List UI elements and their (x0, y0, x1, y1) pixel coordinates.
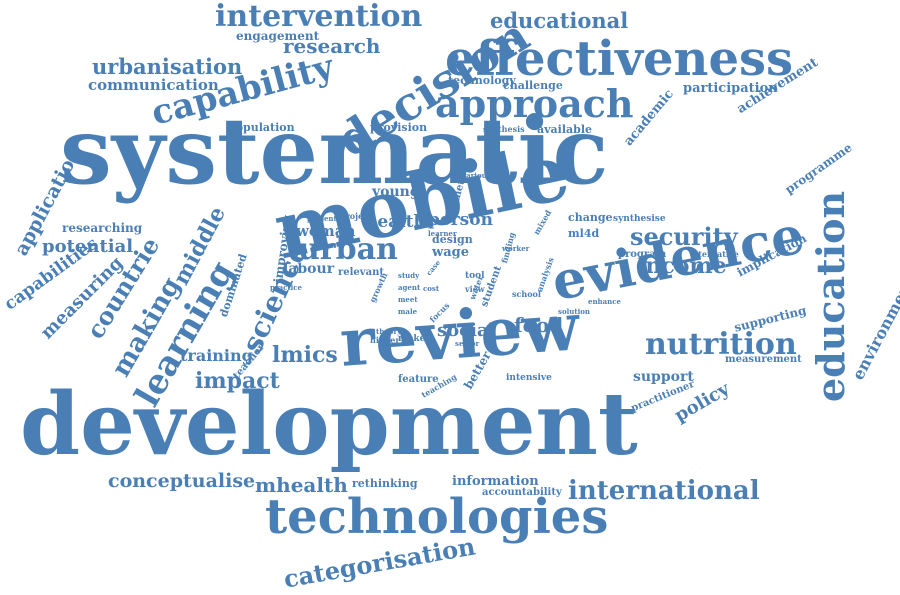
word-systematic: systematic (60, 97, 609, 205)
word-male: male (398, 307, 418, 316)
word-researching: researching (62, 221, 143, 235)
word-various: various (462, 171, 491, 180)
word-synthesis: synthesis (483, 124, 525, 134)
word-program: program (618, 249, 667, 260)
word-challenge: challenge (503, 79, 563, 92)
word-communication: communication (88, 76, 219, 94)
word-study: study (398, 271, 420, 280)
word-health: health (365, 212, 426, 232)
word-lmics: lmics (272, 342, 338, 368)
word-research: research (283, 34, 381, 58)
word-synthesise: synthesise (613, 214, 666, 224)
word-person: person (428, 210, 493, 230)
word-information: information (452, 474, 539, 489)
word-technologies: technologies (265, 489, 609, 545)
word-support: support (633, 369, 694, 385)
word-impact: impact (195, 368, 280, 394)
word-education: education (808, 190, 853, 402)
word-development: development (20, 374, 638, 475)
word-conceptualise: conceptualise (108, 470, 256, 492)
word-security: security (630, 222, 738, 251)
word-case: case (424, 258, 443, 278)
word-enhance: enhance (588, 297, 621, 306)
word-urbanisation: urbanisation (92, 54, 243, 79)
word-woman: woman (296, 222, 356, 240)
word-intervention: intervention (215, 0, 423, 34)
word-worker: worker (502, 244, 530, 253)
word-design: design (432, 233, 473, 246)
word-meet: meet (398, 295, 418, 304)
word-cost: cost (423, 284, 440, 293)
word-intensive: intensive (506, 373, 552, 383)
word-practice: practice (270, 283, 302, 292)
word-sector: sector (455, 339, 480, 348)
word-training: training (180, 346, 253, 365)
word-school: school (512, 289, 541, 299)
word-present: present (307, 214, 337, 223)
word-effectiveness: effectiveness (445, 31, 794, 87)
word-labour: labour (283, 261, 335, 277)
word-provision: provision (370, 121, 428, 134)
word-available: available (537, 123, 592, 136)
word-educational: educational (490, 8, 629, 33)
word-wage: wage (432, 245, 469, 260)
word-solution: solution (558, 307, 591, 316)
word-higher: higher (370, 335, 400, 345)
word-programme: programme (782, 140, 855, 197)
word-environment: environment (848, 273, 900, 383)
word-income: income (637, 253, 727, 279)
word-tool: tool (465, 271, 485, 281)
word-social: social (437, 320, 496, 341)
word-young: young (372, 184, 420, 200)
word-population: population (228, 121, 295, 134)
word-view: view (465, 284, 485, 294)
word-nutrition: nutrition (645, 327, 797, 362)
word-feature: feature (398, 374, 439, 385)
word-agent: agent (398, 283, 421, 292)
word-food: food (514, 313, 564, 337)
word-maker: maker (398, 334, 431, 344)
word-engagement: engagement (236, 29, 320, 43)
word-potential: potential (42, 236, 134, 257)
word-relevant: relevant (338, 267, 384, 278)
word-alternative: alternative (690, 249, 739, 259)
word-measurement: measurement (725, 354, 802, 365)
word-theory: theory (376, 327, 402, 336)
word-mhealth: mhealth (255, 473, 348, 497)
word-project: project (340, 211, 372, 221)
word-urban: urban (298, 232, 398, 267)
word-participation: participation (683, 81, 778, 96)
word-technology: technology (448, 74, 516, 87)
word-international: international (568, 476, 760, 506)
word-ml4d: ml4d (568, 227, 600, 240)
word-approach: approach (435, 81, 634, 126)
word-learner: learner (428, 229, 457, 238)
word-rethinking: rethinking (352, 477, 418, 490)
word-change: change (568, 211, 613, 224)
word-accountability: accountability (482, 487, 562, 498)
